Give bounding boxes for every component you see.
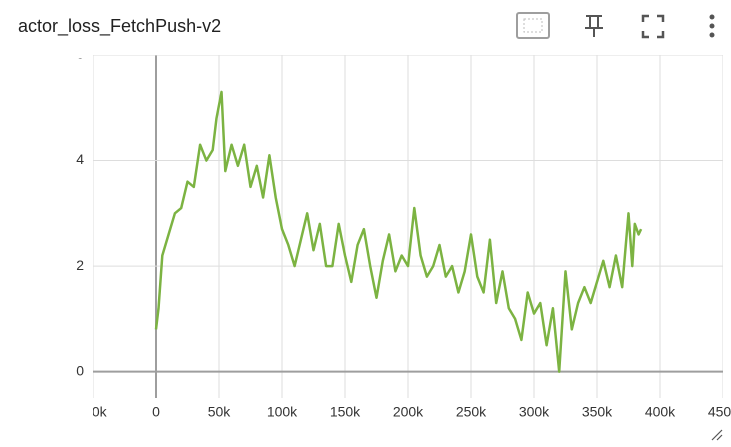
fullscreen-button[interactable] bbox=[641, 14, 665, 39]
x-tick-label: 0 bbox=[152, 404, 160, 420]
resize-handle[interactable] bbox=[711, 429, 723, 441]
y-tick-label: 0 bbox=[76, 362, 84, 378]
x-tick-label: -50k bbox=[79, 404, 107, 420]
x-tick-label: 250k bbox=[456, 404, 487, 420]
y-tick-label: 4 bbox=[76, 151, 84, 167]
x-tick-label: 150k bbox=[330, 404, 361, 420]
x-tick-label: 300k bbox=[519, 404, 550, 420]
pin-button[interactable] bbox=[585, 15, 603, 37]
x-tick-label: 400k bbox=[645, 404, 676, 420]
menu-button[interactable] bbox=[709, 14, 715, 38]
data-line bbox=[154, 90, 643, 373]
chart-title: actor_loss_FetchPush-v2 bbox=[18, 16, 221, 37]
x-tick-label: 50k bbox=[208, 404, 232, 420]
x-tick-label: 200k bbox=[393, 404, 424, 420]
y-tick-label: 6 bbox=[76, 46, 84, 62]
fit-domain-button[interactable] bbox=[516, 12, 550, 39]
x-tick-label: 350k bbox=[582, 404, 613, 420]
x-tick-label: 450k bbox=[708, 404, 731, 420]
y-tick-label: 2 bbox=[76, 257, 84, 273]
x-tick-label: 100k bbox=[267, 404, 298, 420]
